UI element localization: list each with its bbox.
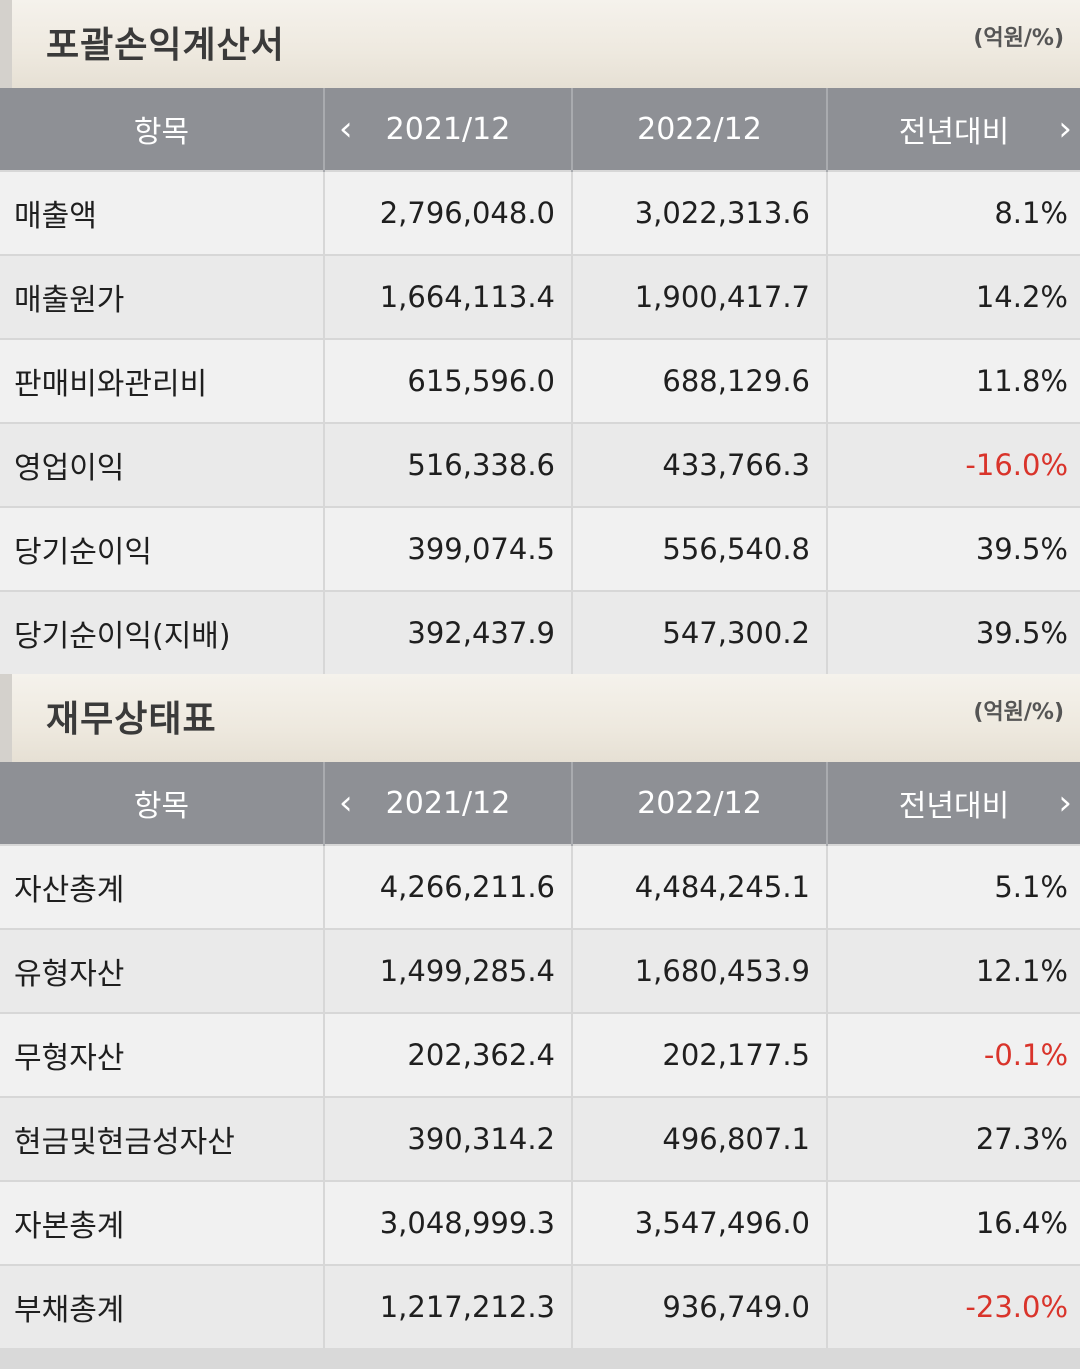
table-header-row: 항목 ‹ 2021/12 2022/12 전년대비 › <box>0 88 1080 171</box>
header-2022: 2022/12 <box>572 762 828 845</box>
value-2021: 399,074.5 <box>324 506 573 591</box>
table-row[interactable]: 자산총계 4,266,211.6 4,484,245.1 5.1% <box>0 844 1080 929</box>
row-label: 매출원가 <box>0 254 325 339</box>
table-row[interactable]: 매출액 2,796,048.0 3,022,313.6 8.1% <box>0 170 1080 255</box>
value-2022: 936,749.0 <box>572 1264 828 1348</box>
income-statement-body: 매출액 2,796,048.0 3,022,313.6 8.1% 매출원가 1,664,1… <box>0 170 1080 674</box>
row-label: 매출액 <box>0 170 325 255</box>
row-label: 영업이익 <box>0 422 325 507</box>
table-row[interactable]: 당기순이익(지배) 392,437.9 547,300.2 39.5% <box>0 590 1080 674</box>
value-2021: 1,499,285.4 <box>324 928 573 1013</box>
row-label: 자본총계 <box>0 1180 325 1265</box>
value-2021: 4,266,211.6 <box>324 844 573 929</box>
value-2021: 516,338.6 <box>324 422 573 507</box>
yoy-change: 14.2% <box>827 254 1080 339</box>
balance-sheet-table: 항목 ‹ 2021/12 2022/12 전년대비 › 자산총계 4,266,21… <box>0 762 1080 1348</box>
yoy-change: -23.0% <box>827 1264 1080 1348</box>
yoy-change: -0.1% <box>827 1012 1080 1097</box>
chevron-right-icon[interactable]: › <box>1058 783 1072 823</box>
header-2021: ‹ 2021/12 <box>324 762 573 845</box>
yoy-change: -16.0% <box>827 422 1080 507</box>
yoy-change: 5.1% <box>827 844 1080 929</box>
table-row[interactable]: 부채총계 1,217,212.3 936,749.0 -23.0% <box>0 1264 1080 1348</box>
yoy-change: 12.1% <box>827 928 1080 1013</box>
table-header-row: 항목 ‹ 2021/12 2022/12 전년대비 › <box>0 762 1080 845</box>
yoy-change: 16.4% <box>827 1180 1080 1265</box>
value-2021: 615,596.0 <box>324 338 573 423</box>
value-2021: 390,314.2 <box>324 1096 573 1181</box>
value-2022: 688,129.6 <box>572 338 828 423</box>
table-row[interactable]: 당기순이익 399,074.5 556,540.8 39.5% <box>0 506 1080 591</box>
table-row[interactable]: 현금및현금성자산 390,314.2 496,807.1 27.3% <box>0 1096 1080 1181</box>
value-2022: 4,484,245.1 <box>572 844 828 929</box>
value-2022: 1,900,417.7 <box>572 254 828 339</box>
header-2021: ‹ 2021/12 <box>324 88 573 171</box>
value-2022: 1,680,453.9 <box>572 928 828 1013</box>
value-2022: 496,807.1 <box>572 1096 828 1181</box>
balance-sheet-section: 재무상태표 (억원/%) 항목 ‹ 2021/12 2022/12 전년대비 › <box>0 674 1080 1348</box>
row-label: 현금및현금성자산 <box>0 1096 325 1181</box>
balance-sheet-title-bar: 재무상태표 (억원/%) <box>0 674 1080 762</box>
income-statement-table: 항목 ‹ 2021/12 2022/12 전년대비 › 매출액 2,796,048… <box>0 88 1080 674</box>
row-label: 자산총계 <box>0 844 325 929</box>
header-item: 항목 <box>0 88 325 171</box>
row-label: 당기순이익(지배) <box>0 590 325 674</box>
value-2021: 392,437.9 <box>324 590 573 674</box>
table-row[interactable]: 유형자산 1,499,285.4 1,680,453.9 12.1% <box>0 928 1080 1013</box>
unit-label: (억원/%) <box>973 26 1064 51</box>
value-2022: 3,547,496.0 <box>572 1180 828 1265</box>
row-label: 무형자산 <box>0 1012 325 1097</box>
value-2021: 2,796,048.0 <box>324 170 573 255</box>
yoy-change: 8.1% <box>827 170 1080 255</box>
chevron-right-icon[interactable]: › <box>1058 109 1072 149</box>
header-item: 항목 <box>0 762 325 845</box>
header-2022: 2022/12 <box>572 88 828 171</box>
chevron-left-icon[interactable]: ‹ <box>339 109 353 149</box>
value-2021: 202,362.4 <box>324 1012 573 1097</box>
row-label: 판매비와관리비 <box>0 338 325 423</box>
header-yoy: 전년대비 › <box>827 88 1080 171</box>
table-row[interactable]: 판매비와관리비 615,596.0 688,129.6 11.8% <box>0 338 1080 423</box>
balance-sheet-body: 자산총계 4,266,211.6 4,484,245.1 5.1% 유형자산 1,499,… <box>0 844 1080 1348</box>
yoy-change: 39.5% <box>827 590 1080 674</box>
table-row[interactable]: 자본총계 3,048,999.3 3,547,496.0 16.4% <box>0 1180 1080 1265</box>
row-label: 부채총계 <box>0 1264 325 1348</box>
section-title: 포괄손익계산서 <box>46 25 285 66</box>
value-2022: 433,766.3 <box>572 422 828 507</box>
value-2022: 556,540.8 <box>572 506 828 591</box>
value-2022: 3,022,313.6 <box>572 170 828 255</box>
row-label: 당기순이익 <box>0 506 325 591</box>
value-2021: 1,217,212.3 <box>324 1264 573 1348</box>
income-statement-title-bar: 포괄손익계산서 (억원/%) <box>0 0 1080 88</box>
section-title: 재무상태표 <box>46 699 217 740</box>
row-label: 유형자산 <box>0 928 325 1013</box>
yoy-change: 27.3% <box>827 1096 1080 1181</box>
value-2021: 1,664,113.4 <box>324 254 573 339</box>
table-row[interactable]: 무형자산 202,362.4 202,177.5 -0.1% <box>0 1012 1080 1097</box>
income-statement-section: 포괄손익계산서 (억원/%) 항목 ‹ 2021/12 2022/12 전년대비… <box>0 0 1080 674</box>
yoy-change: 39.5% <box>827 506 1080 591</box>
value-2021: 3,048,999.3 <box>324 1180 573 1265</box>
table-row[interactable]: 영업이익 516,338.6 433,766.3 -16.0% <box>0 422 1080 507</box>
value-2022: 547,300.2 <box>572 590 828 674</box>
header-yoy: 전년대비 › <box>827 762 1080 845</box>
value-2022: 202,177.5 <box>572 1012 828 1097</box>
table-row[interactable]: 매출원가 1,664,113.4 1,900,417.7 14.2% <box>0 254 1080 339</box>
yoy-change: 11.8% <box>827 338 1080 423</box>
chevron-left-icon[interactable]: ‹ <box>339 783 353 823</box>
unit-label: (억원/%) <box>973 700 1064 725</box>
